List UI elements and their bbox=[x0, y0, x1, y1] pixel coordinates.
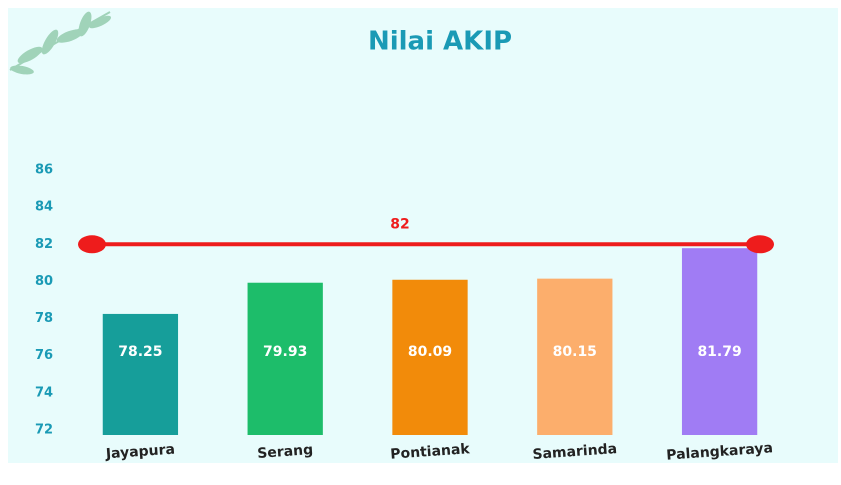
bar bbox=[102, 313, 179, 435]
y-tick-label: 82 bbox=[35, 237, 53, 252]
target-label: 82 bbox=[390, 216, 409, 232]
value-label: 81.79 bbox=[697, 344, 741, 360]
y-tick-label: 72 bbox=[35, 423, 53, 438]
bar bbox=[392, 279, 468, 435]
y-tick-label: 86 bbox=[35, 163, 53, 178]
value-label: 78.25 bbox=[118, 344, 162, 360]
chart-title: Nilai AKIP bbox=[368, 27, 512, 57]
y-tick-label: 84 bbox=[35, 200, 53, 215]
leaf-decoration bbox=[9, 11, 112, 75]
x-tick-label: Serang bbox=[257, 442, 314, 462]
value-label: 79.93 bbox=[263, 344, 307, 360]
x-tick-label: Palangkaraya bbox=[666, 440, 774, 463]
y-tick-label: 80 bbox=[35, 274, 53, 289]
bar bbox=[681, 248, 758, 435]
bar bbox=[247, 282, 323, 435]
x-tick-label: Samarinda bbox=[532, 441, 618, 463]
value-label: 80.15 bbox=[553, 344, 597, 360]
target-end bbox=[78, 235, 106, 254]
value-label: 80.09 bbox=[408, 344, 452, 360]
y-tick-label: 76 bbox=[35, 348, 53, 363]
x-tick-label: Pontianak bbox=[390, 441, 471, 463]
y-tick-label: 74 bbox=[35, 385, 53, 400]
x-tick-label: Jayapura bbox=[104, 442, 175, 463]
target-end bbox=[746, 235, 774, 254]
y-tick-label: 78 bbox=[35, 311, 53, 326]
bar bbox=[537, 278, 613, 435]
